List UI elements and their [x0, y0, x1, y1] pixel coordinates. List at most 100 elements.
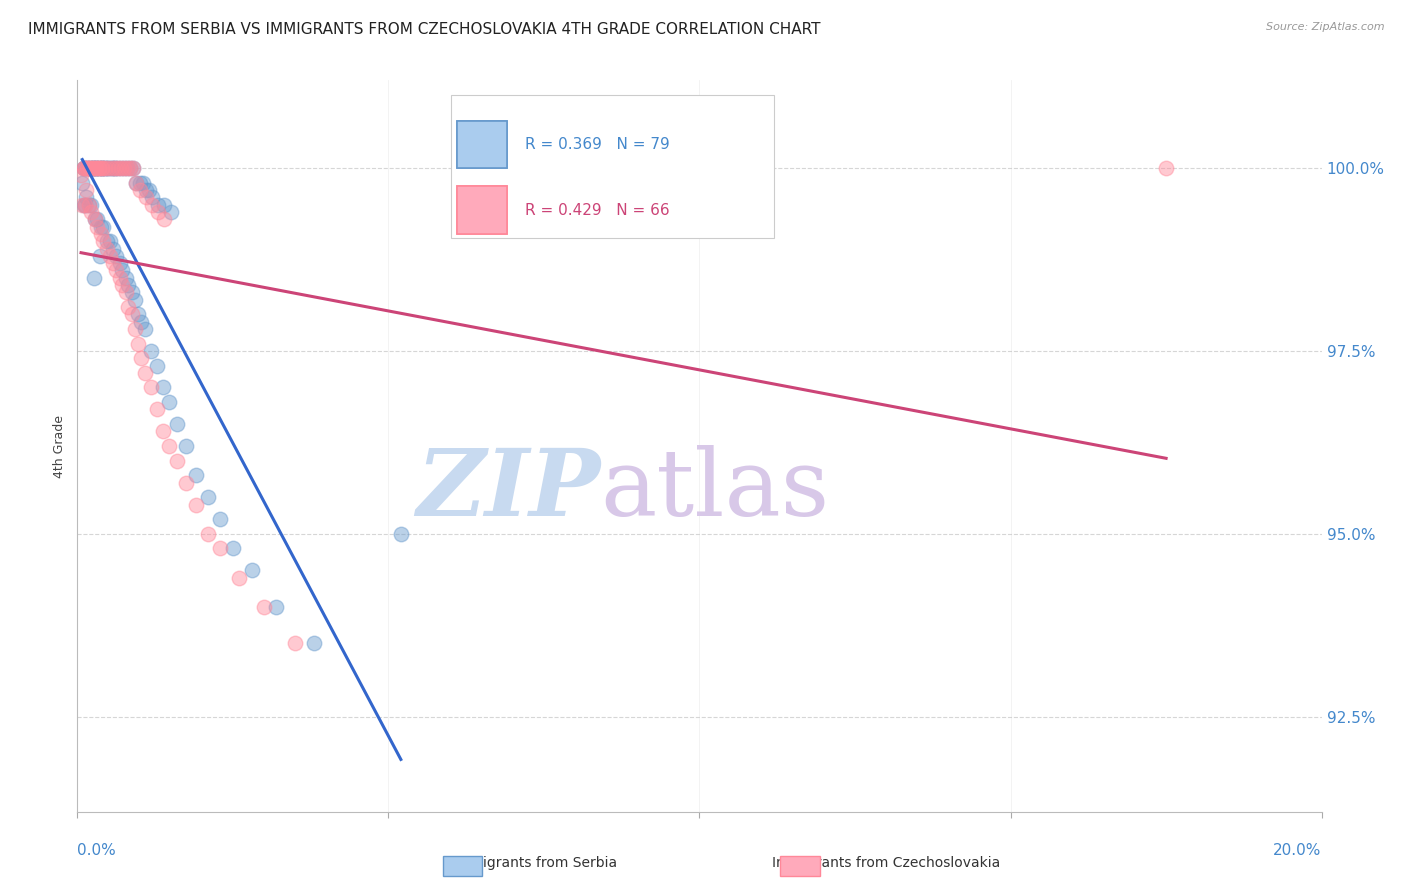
- Text: R = 0.429   N = 66: R = 0.429 N = 66: [526, 202, 669, 218]
- Point: [184, 498, 207, 512]
- Point: [79, 161, 101, 175]
- Point: [100, 161, 122, 175]
- Point: [111, 263, 134, 277]
- Point: [117, 278, 139, 293]
- Point: [115, 161, 138, 175]
- Point: [84, 161, 107, 175]
- Point: [166, 453, 188, 467]
- Point: [82, 161, 104, 175]
- Point: [125, 176, 148, 190]
- Point: [157, 439, 180, 453]
- Point: [141, 197, 163, 211]
- Point: [124, 293, 146, 307]
- Point: [129, 351, 152, 366]
- Point: [76, 161, 98, 175]
- Point: [76, 161, 98, 175]
- Point: [284, 636, 307, 650]
- Point: [138, 183, 160, 197]
- Point: [84, 161, 107, 175]
- Point: [209, 541, 232, 556]
- Point: [107, 161, 129, 175]
- Point: [115, 161, 138, 175]
- Point: [75, 190, 97, 204]
- Point: [117, 300, 139, 314]
- Point: [141, 190, 163, 204]
- Point: [120, 161, 142, 175]
- Point: [108, 270, 131, 285]
- Point: [104, 161, 127, 175]
- Point: [152, 425, 174, 439]
- Point: [72, 161, 94, 175]
- Point: [96, 234, 118, 248]
- Point: [84, 161, 107, 175]
- Bar: [457, 120, 506, 168]
- Point: [86, 219, 108, 234]
- Point: [84, 161, 107, 175]
- Point: [1154, 161, 1177, 175]
- Point: [115, 285, 138, 300]
- Text: 0.0%: 0.0%: [77, 843, 117, 858]
- Point: [121, 285, 143, 300]
- Point: [80, 197, 103, 211]
- Point: [209, 512, 232, 526]
- Point: [135, 190, 157, 204]
- Point: [89, 249, 111, 263]
- Point: [83, 212, 105, 227]
- Text: ZIP: ZIP: [416, 445, 600, 535]
- Point: [122, 161, 145, 175]
- Point: [91, 161, 114, 175]
- Point: [87, 161, 110, 175]
- Text: IMMIGRANTS FROM SERBIA VS IMMIGRANTS FROM CZECHOSLOVAKIA 4TH GRADE CORRELATION C: IMMIGRANTS FROM SERBIA VS IMMIGRANTS FRO…: [28, 22, 821, 37]
- Point: [128, 176, 150, 190]
- Point: [112, 161, 135, 175]
- Point: [72, 176, 94, 190]
- Y-axis label: 4th Grade: 4th Grade: [53, 415, 66, 477]
- Point: [110, 161, 132, 175]
- Point: [148, 205, 170, 219]
- Point: [139, 343, 162, 358]
- Point: [222, 541, 245, 556]
- Point: [240, 563, 263, 577]
- Point: [80, 205, 103, 219]
- Point: [104, 161, 127, 175]
- Point: [103, 242, 125, 256]
- Point: [157, 395, 180, 409]
- Text: 20.0%: 20.0%: [1274, 843, 1322, 858]
- Point: [115, 270, 138, 285]
- Point: [389, 526, 412, 541]
- Point: [90, 227, 112, 241]
- Point: [97, 161, 120, 175]
- Point: [87, 161, 110, 175]
- Point: [73, 197, 96, 211]
- Point: [72, 161, 94, 175]
- Point: [152, 380, 174, 394]
- Point: [77, 197, 100, 211]
- Point: [125, 176, 148, 190]
- Point: [87, 161, 110, 175]
- Point: [112, 161, 135, 175]
- Point: [82, 161, 104, 175]
- Point: [197, 490, 219, 504]
- Point: [184, 468, 207, 483]
- Bar: [451, 95, 775, 237]
- Text: Source: ZipAtlas.com: Source: ZipAtlas.com: [1267, 22, 1385, 32]
- Point: [73, 197, 96, 211]
- Point: [131, 176, 153, 190]
- Point: [153, 212, 176, 227]
- Point: [82, 161, 104, 175]
- Point: [228, 571, 250, 585]
- Point: [84, 161, 107, 175]
- Point: [79, 161, 101, 175]
- Point: [91, 161, 114, 175]
- Point: [159, 205, 181, 219]
- Point: [98, 249, 121, 263]
- Point: [93, 219, 115, 234]
- Point: [93, 234, 115, 248]
- Point: [97, 161, 120, 175]
- Point: [134, 366, 156, 380]
- Point: [91, 161, 114, 175]
- Point: [110, 161, 132, 175]
- Point: [166, 417, 188, 431]
- Point: [103, 256, 125, 270]
- Point: [153, 197, 176, 211]
